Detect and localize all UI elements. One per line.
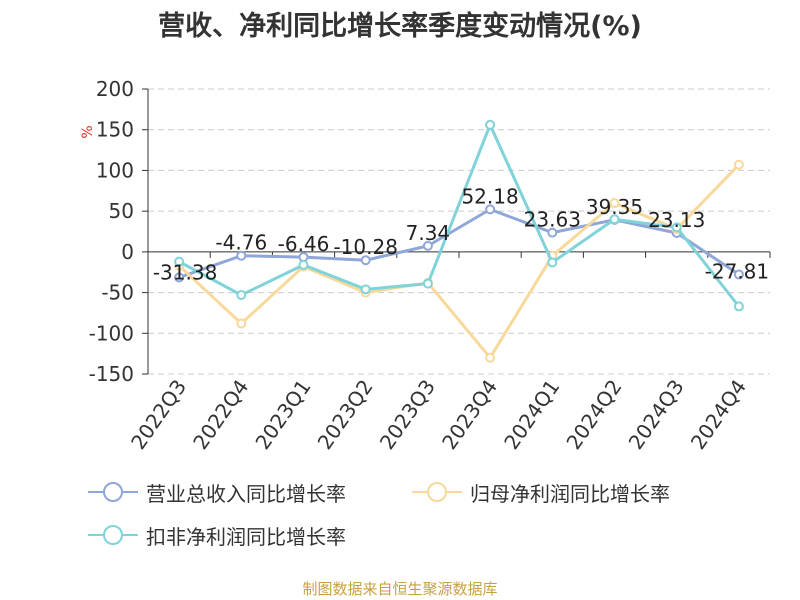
data-point [174, 272, 185, 283]
data-point [422, 278, 433, 289]
y-tick-label: -100 [89, 321, 134, 345]
x-tick-label: 2023Q2 [313, 375, 378, 454]
data-point [547, 257, 558, 268]
data-point [422, 240, 433, 251]
x-tick-label: 2023Q4 [437, 375, 502, 454]
data-point [360, 255, 371, 266]
data-labels: -31.38 -4.76 -6.46 -10.28 7.34 52.1823.6339.3… [153, 184, 769, 284]
data-point [174, 256, 185, 267]
data-label: -10.28 [333, 235, 397, 259]
data-label: -31.38 [153, 260, 217, 284]
data-point [236, 290, 247, 301]
series-group [174, 119, 744, 363]
data-label: 7.34 [406, 221, 451, 245]
grid-lines [148, 88, 770, 375]
legend-label-deducted-profit: 扣非净利润同比增长率 [146, 524, 346, 549]
data-label: 23.13 [648, 208, 705, 232]
data-point [671, 222, 682, 233]
source-note: 制图数据来自恒生聚源数据库 [302, 580, 498, 598]
data-label: 52.18 [461, 184, 518, 208]
data-point [485, 119, 496, 130]
legend-net-profit-marker-icon [412, 482, 462, 502]
data-point [609, 214, 620, 225]
y-tick-label: 200 [96, 77, 134, 101]
legend-label-net-profit: 归母净利润同比增长率 [470, 481, 670, 506]
series-line-0 [178, 207, 740, 279]
data-point [485, 352, 496, 363]
x-tick-label: 2024Q4 [686, 375, 751, 454]
y-tick-label: 100 [96, 158, 134, 182]
x-tick-label: 2024Q1 [499, 375, 564, 454]
legend-item-revenue[interactable]: 营业总收入同比增长率 [88, 477, 346, 507]
y-tick-label: -150 [89, 362, 134, 386]
x-tick-label: 2023Q3 [375, 375, 440, 454]
data-point [733, 301, 744, 312]
data-point [298, 259, 309, 270]
x-tick-label: 2024Q2 [561, 375, 626, 454]
data-label: 39.35 [586, 195, 643, 219]
series-line-2 [178, 123, 741, 308]
data-point [236, 250, 247, 261]
y-tick-label: 50 [109, 199, 134, 223]
data-point [485, 204, 496, 215]
data-label: -4.76 [215, 231, 267, 255]
legend-item-deducted-profit[interactable]: 扣非净利润同比增长率 [88, 520, 346, 550]
data-point [236, 318, 247, 329]
chart-title: 营收、净利同比增长率季度变动情况(%) [158, 11, 642, 42]
y-tick-label: 0 [121, 240, 134, 264]
data-point [360, 284, 371, 295]
legend-item-net-profit[interactable]: 归母净利润同比增长率 [412, 477, 670, 507]
legend-revenue-marker-icon [88, 482, 138, 502]
data-label: -6.46 [278, 232, 330, 256]
series-line-1 [178, 163, 740, 360]
data-point [733, 159, 744, 170]
legend-deducted-profit-marker-icon [88, 525, 138, 545]
data-label: 23.63 [524, 208, 581, 232]
legend-label-revenue: 营业总收入同比增长率 [146, 481, 346, 506]
data-point [609, 198, 620, 208]
x-tick-label: 2022Q4 [188, 375, 253, 454]
y-axis-unit-label: % [80, 125, 96, 138]
x-tick-label: 2022Q3 [126, 375, 191, 454]
data-point [733, 269, 744, 280]
y-tick-label: 150 [96, 118, 134, 142]
data-label: -27.81 [705, 260, 769, 284]
x-tick-label: 2023Q1 [250, 375, 315, 454]
data-point [547, 227, 558, 238]
y-tick-label: -50 [101, 281, 134, 305]
x-tick-label: 2024Q3 [624, 375, 689, 454]
